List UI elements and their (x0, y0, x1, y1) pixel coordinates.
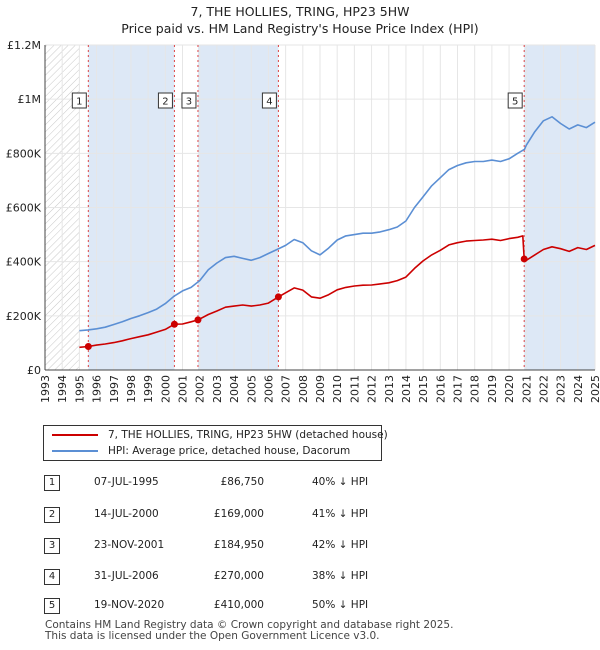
x-tick-label: 2003 (211, 375, 224, 403)
price-paid-line (79, 235, 596, 349)
y-tick-label: £1M (18, 93, 42, 106)
x-tick-label: 2002 (194, 375, 207, 403)
table-row: 4 31-JUL-2006 £270,000 38% ↓ HPI (44, 566, 444, 586)
transaction-date: 23-NOV-2001 (94, 539, 165, 551)
x-tick-label: 2000 (159, 375, 172, 403)
x-tick-label: 2024 (572, 375, 585, 403)
transaction-hpi: 38% ↓ HPI (312, 570, 369, 582)
sale-point (170, 320, 178, 328)
x-tick-label: 2012 (366, 375, 379, 403)
x-tick-label: 2020 (503, 375, 516, 403)
sale-point (84, 343, 92, 351)
transaction-date: 07-JUL-1995 (94, 476, 159, 488)
transaction-price: £270,000 (213, 570, 264, 582)
transaction-number: 1 (44, 475, 60, 491)
transaction-hpi: 41% ↓ HPI (312, 508, 369, 520)
legend-swatch-price (52, 434, 98, 436)
x-tick-label: 2013 (383, 375, 396, 403)
footer-copyright: Contains HM Land Registry data © Crown c… (45, 619, 454, 631)
x-tick-label: 2010 (331, 375, 344, 403)
sale-label-number: 5 (512, 97, 518, 108)
x-tick-label: 2015 (417, 375, 430, 403)
x-tick-label: 2023 (555, 375, 568, 403)
footer-licence: This data is licensed under the Open Gov… (45, 630, 380, 642)
x-tick-label: 2011 (348, 375, 361, 403)
sale-label-number: 3 (186, 97, 192, 108)
sale-label-box (157, 92, 173, 109)
x-tick-label: 1993 (39, 375, 52, 403)
chart-subtitle: Price paid vs. HM Land Registry's House … (121, 21, 479, 36)
x-tick-label: 2008 (297, 375, 310, 403)
legend: 7, THE HOLLIES, TRING, HP23 5HW (detache… (43, 425, 388, 461)
y-tick-label: £800K (6, 147, 42, 160)
transaction-date: 14-JUL-2000 (94, 508, 159, 520)
y-tick-label: £0 (27, 364, 41, 377)
x-tick-label: 1999 (142, 375, 155, 403)
x-tick-label: 2022 (537, 375, 550, 403)
x-tick-label: 2006 (262, 375, 275, 403)
transaction-number: 4 (44, 569, 60, 585)
x-tick-label: 2018 (469, 375, 482, 403)
sale-point (194, 316, 202, 324)
sale-label-number: 1 (76, 97, 82, 108)
price-chart: 1 2 3 4 5 £0 £200K £400K £600K £800K £1M £1.2M 1993 1… (6, 39, 600, 403)
sale-point (274, 293, 282, 301)
sale-label-box (181, 92, 197, 109)
y-tick-label: £1.2M (7, 39, 41, 52)
sale-label-box (507, 92, 523, 109)
chart-title: 7, THE HOLLIES, TRING, HP23 5HW (190, 4, 410, 19)
transaction-date: 31-JUL-2006 (94, 570, 159, 582)
transaction-number: 2 (44, 507, 60, 523)
table-row: 2 14-JUL-2000 £169,000 41% ↓ HPI (44, 504, 444, 524)
transaction-number: 3 (44, 538, 60, 554)
sale-label-number: 4 (266, 97, 272, 108)
x-tick-label: 1996 (91, 375, 104, 403)
y-tick-label: £400K (6, 256, 42, 269)
transaction-hpi: 42% ↓ HPI (312, 539, 369, 551)
x-tick-label: 2005 (245, 375, 258, 403)
x-tick-label: 2021 (520, 375, 533, 403)
x-tick-label: 2014 (400, 375, 413, 403)
x-tick-label: 1994 (56, 375, 69, 403)
transaction-price: £169,000 (213, 508, 264, 520)
x-tick-label: 1997 (108, 375, 121, 403)
hpi-line (79, 116, 596, 332)
sale-label-box (261, 92, 277, 109)
footer: Contains HM Land Registry data © Crown c… (45, 620, 453, 642)
transaction-price: £86,750 (220, 476, 264, 488)
legend-label-price: 7, THE HOLLIES, TRING, HP23 5HW (detache… (108, 429, 388, 441)
x-tick-label: 1998 (125, 375, 138, 403)
x-tick-label: 1995 (73, 375, 86, 403)
x-tick-label: 2009 (314, 375, 327, 403)
table-row: 3 23-NOV-2001 £184,950 42% ↓ HPI (44, 535, 444, 555)
sale-label-box (71, 92, 87, 109)
x-tick-label: 2019 (486, 375, 499, 403)
x-tick-label: 2004 (228, 375, 241, 403)
transaction-date: 19-NOV-2020 (94, 599, 165, 611)
legend-label-hpi: HPI: Average price, detached house, Daco… (108, 445, 351, 457)
y-tick-label: £600K (6, 202, 42, 215)
sale-point (520, 255, 528, 263)
transaction-price: £410,000 (213, 599, 264, 611)
transaction-hpi: 40% ↓ HPI (312, 476, 369, 488)
transaction-number: 5 (44, 598, 60, 614)
x-tick-label: 2017 (452, 375, 465, 403)
x-tick-label: 2001 (177, 375, 190, 403)
table-row: 1 07-JUL-1995 £86,750 40% ↓ HPI (44, 472, 444, 492)
x-tick-label: 2025 (589, 375, 600, 403)
transaction-hpi: 50% ↓ HPI (312, 599, 369, 611)
y-tick-label: £200K (6, 310, 42, 323)
table-row: 5 19-NOV-2020 £410,000 50% ↓ HPI (44, 595, 444, 615)
sale-label-number: 2 (162, 97, 168, 108)
x-tick-label: 2016 (434, 375, 447, 403)
legend-swatch-hpi (52, 450, 98, 452)
x-tick-label: 2007 (280, 375, 293, 403)
transaction-price: £184,950 (213, 539, 264, 551)
